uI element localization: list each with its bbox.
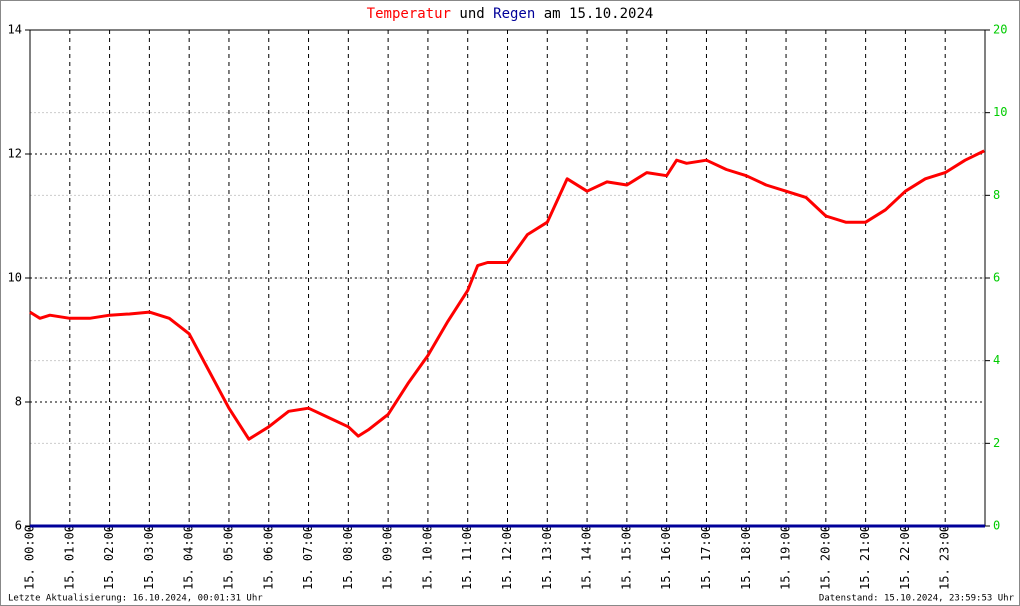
y-tick-label: 6	[15, 519, 22, 533]
y2-tick-label: 10	[993, 105, 1007, 119]
title-link: und	[459, 6, 484, 22]
y2-tick-label: 0	[993, 519, 1000, 533]
x-tick-label: 15. 00:00	[23, 525, 37, 590]
x-tick-label: 15. 14:00	[580, 525, 594, 590]
x-tick-label: 15. 03:00	[142, 525, 156, 590]
x-tick-label: 15. 07:00	[301, 525, 315, 590]
x-tick-label: 15. 13:00	[540, 525, 554, 590]
x-tick-label: 15. 04:00	[182, 525, 196, 590]
x-tick-label: 15. 12:00	[500, 525, 514, 590]
title-date: am 15.10.2024	[544, 6, 654, 22]
y-tick-label: 12	[8, 147, 22, 161]
x-tick-label: 15. 19:00	[779, 525, 793, 590]
x-tick-label: 15. 05:00	[221, 525, 235, 590]
x-tick-label: 15. 22:00	[898, 525, 912, 590]
y2-tick-label: 4	[993, 353, 1000, 367]
x-tick-label: 15. 18:00	[739, 525, 753, 590]
y-tick-label: 8	[15, 395, 22, 409]
chart-title: Temperatur und Regen am 15.10.2024	[367, 6, 654, 22]
footer-left: Letzte Aktualisierung: 16.10.2024, 00:01…	[8, 594, 263, 604]
y2-tick-label: 20	[993, 23, 1007, 37]
x-tick-label: 15. 08:00	[341, 525, 355, 590]
footer-right: Datenstand: 15.10.2024, 23:59:53 Uhr	[819, 594, 1015, 604]
x-tick-label: 15. 17:00	[699, 525, 713, 590]
x-tick-label: 15. 10:00	[420, 525, 434, 590]
y2-tick-label: 8	[993, 188, 1000, 202]
y2-tick-label: 2	[993, 436, 1000, 450]
x-tick-label: 15. 21:00	[858, 525, 872, 590]
series-line	[29, 149, 985, 441]
x-tick-label: 15. 02:00	[102, 525, 116, 590]
x-tick-label: 15. 16:00	[659, 525, 673, 590]
x-tick-label: 15. 01:00	[62, 525, 76, 590]
x-tick-label: 15. 15:00	[619, 525, 633, 590]
x-tick-label: 15. 23:00	[938, 525, 952, 590]
x-tick-label: 15. 06:00	[261, 525, 275, 590]
title-series-2: Regen	[493, 6, 535, 22]
x-tick-label: 15. 09:00	[381, 525, 395, 590]
y-tick-label: 14	[8, 23, 22, 37]
title-series-1: Temperatur	[367, 6, 451, 22]
x-tick-label: 15. 11:00	[460, 525, 474, 590]
x-tick-label: 15. 20:00	[818, 525, 832, 590]
y2-tick-label: 6	[993, 271, 1000, 285]
y-tick-label: 10	[8, 271, 22, 285]
